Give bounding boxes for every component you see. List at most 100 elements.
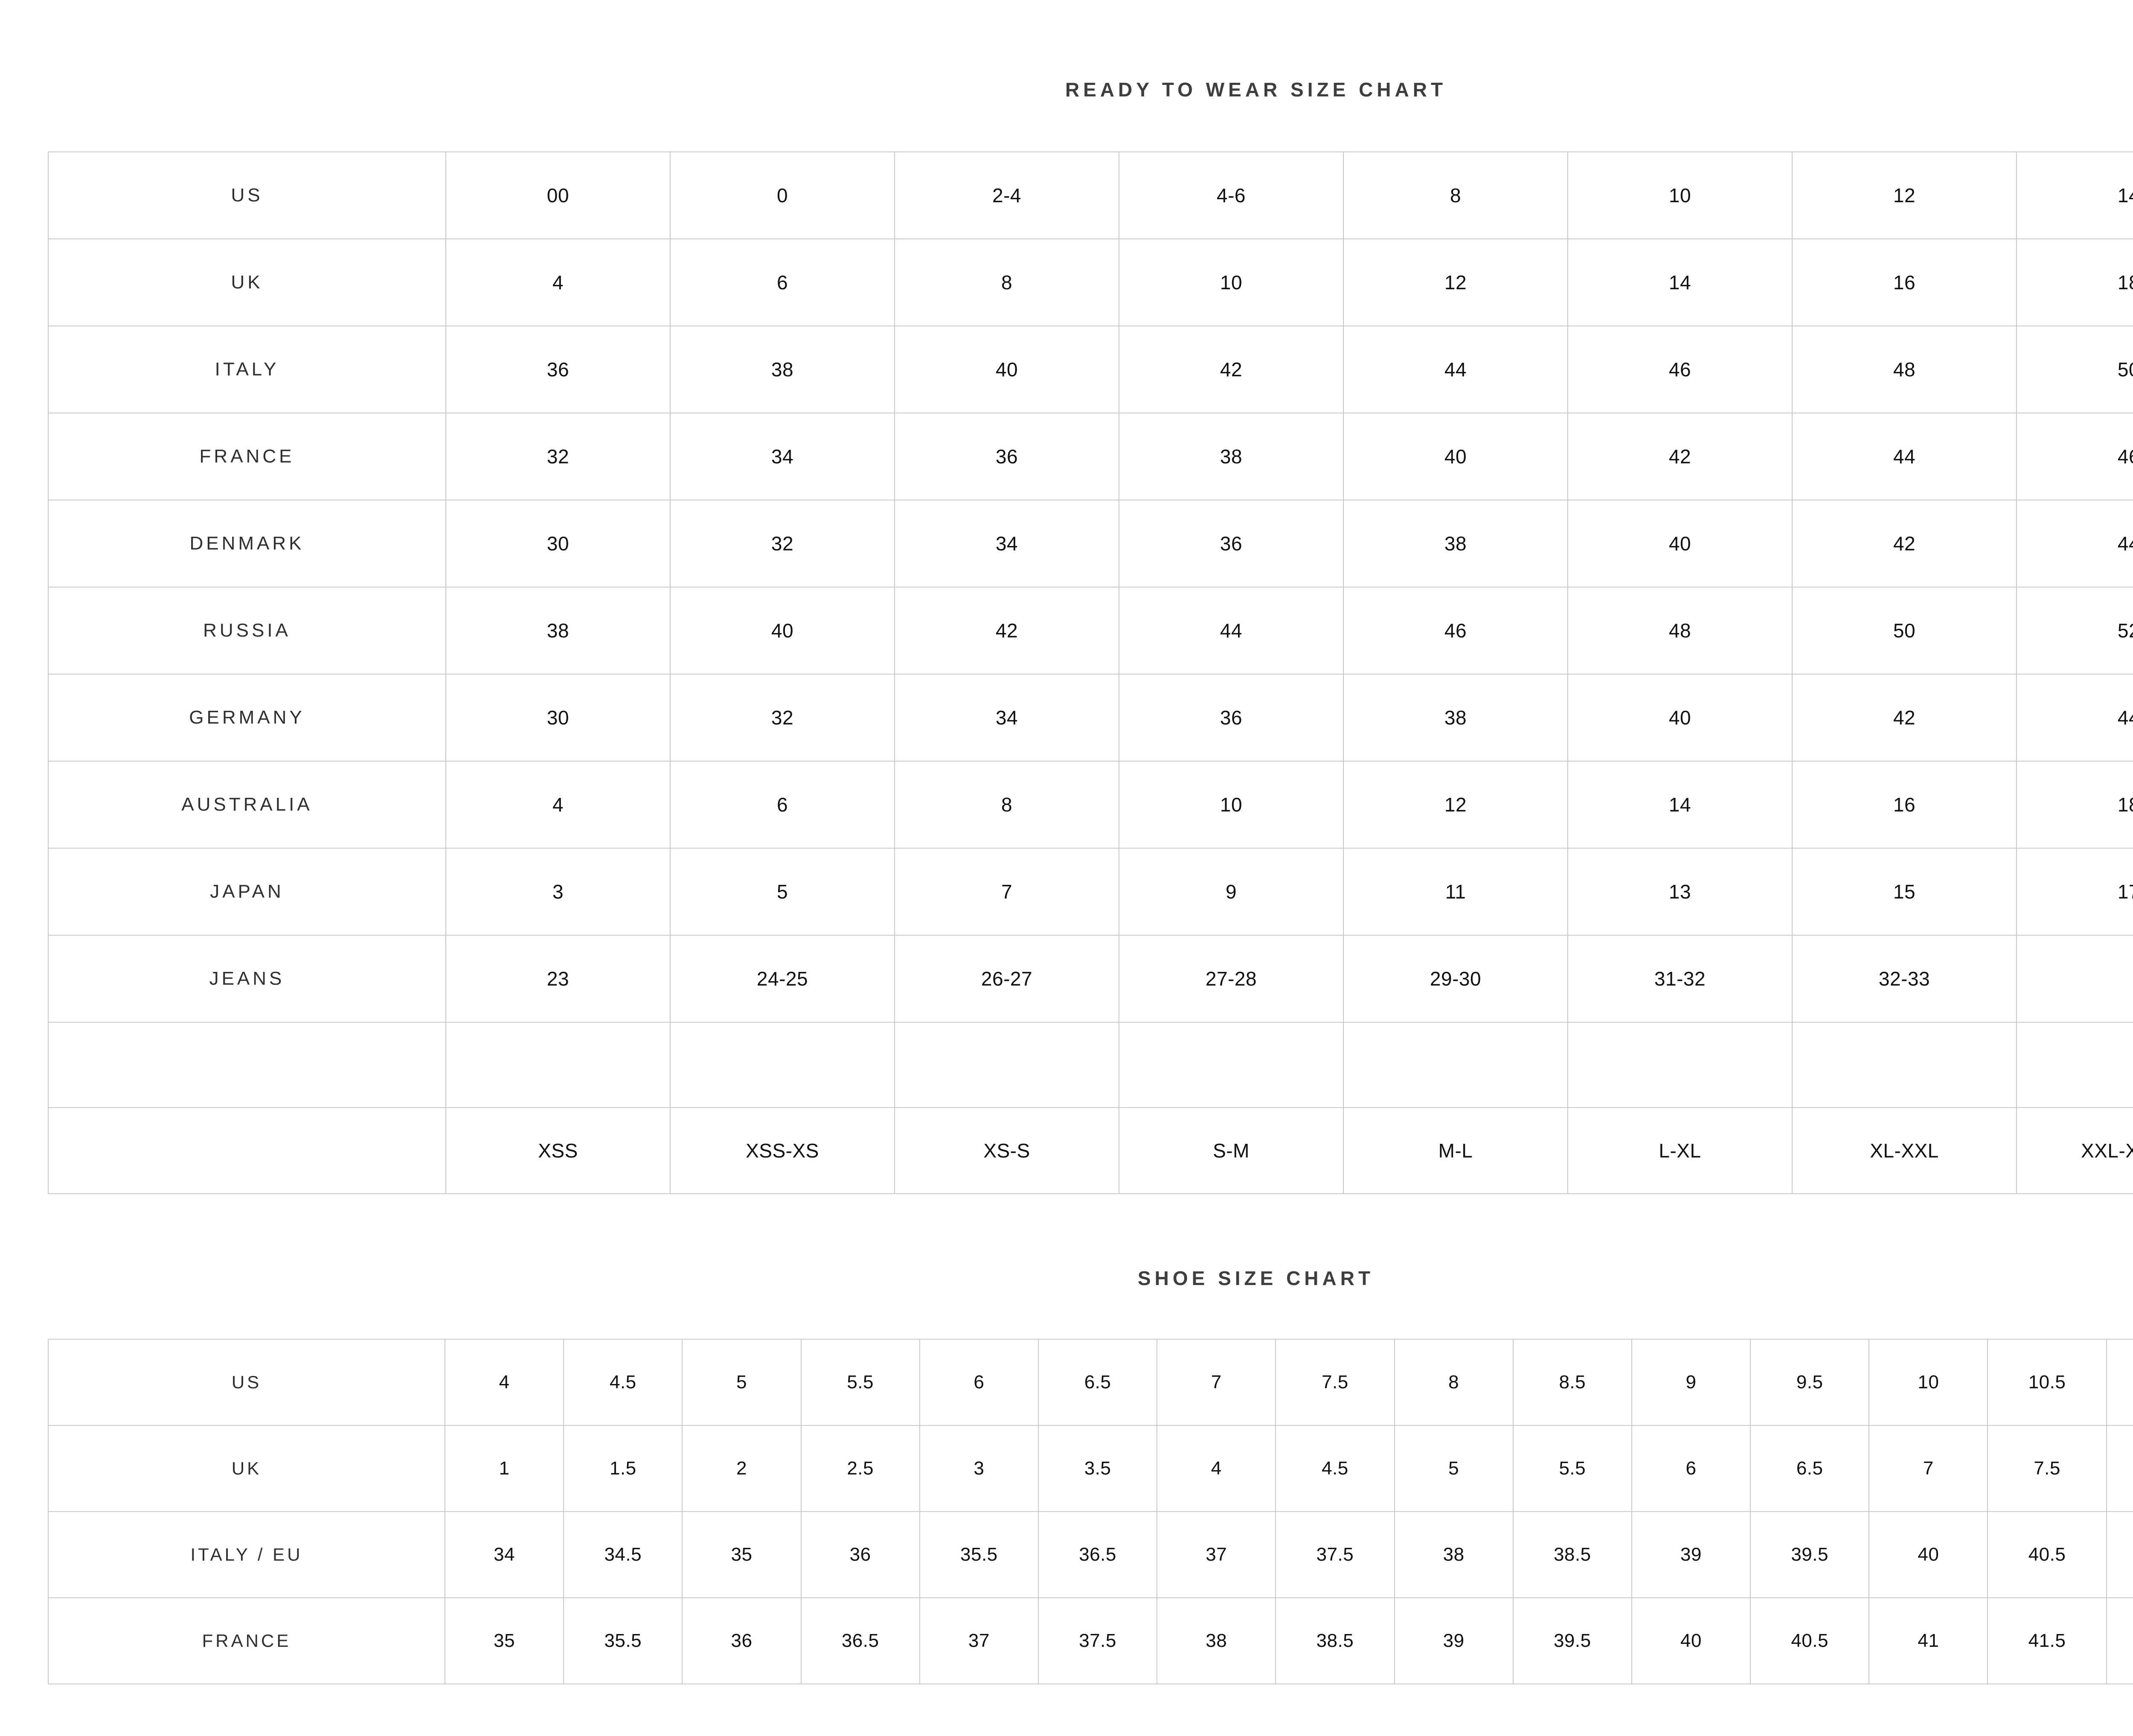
rtw-cell [1567, 1022, 1793, 1108]
rtw-cell: 46 [1567, 326, 1793, 413]
rtw-cell: 14 [1567, 238, 1793, 326]
rtw-cell: 42 [894, 587, 1119, 675]
shoe-cell: 4.5 [563, 1339, 683, 1426]
shoe-cell: 40.5 [1750, 1597, 1870, 1684]
shoe-row-label: UK [48, 1425, 445, 1512]
shoe-cell: 37.5 [1275, 1511, 1395, 1598]
rtw-cell: XSS-XS [670, 1107, 895, 1194]
rtw-cell: 8 [894, 238, 1119, 326]
shoe-cell: 2 [682, 1425, 802, 1512]
rtw-cell: 34 [894, 500, 1119, 587]
rtw-row-label: GERMANY [48, 674, 446, 762]
rtw-cell: 10 [1119, 761, 1344, 849]
rtw-cell: 36 [1119, 674, 1344, 762]
rtw-cell: 44 [1792, 413, 2017, 500]
rtw-row-label: FRANCE [48, 413, 446, 500]
shoe-size-title: SHOE SIZE CHART [1137, 1267, 1375, 1289]
rtw-cell: 34 [894, 674, 1119, 762]
shoe-row-label: US [48, 1339, 445, 1426]
rtw-cell: 0 [670, 151, 895, 239]
rtw-row-label: RUSSIA [48, 587, 446, 675]
rtw-cell: 36 [894, 413, 1119, 500]
shoe-cell: 36 [800, 1511, 920, 1598]
rtw-cell [1792, 1022, 2017, 1108]
table-row: RUSSIA384042444648505254 [48, 587, 2133, 675]
shoe-cell: 4 [1157, 1425, 1276, 1512]
rtw-cell: 34 [670, 413, 895, 500]
rtw-cell [445, 1022, 671, 1108]
table-row: ITALY / EU 34 34.5 35 36 35.5 36.5 37 37.5 38 38.5… [48, 1511, 2133, 1598]
rtw-cell: 40 [1343, 413, 1568, 500]
shoe-cell: 37.5 [1037, 1597, 1158, 1684]
shoe-cell: 41 [1869, 1597, 1988, 1684]
rtw-row-label: AUSTRALIA [48, 761, 446, 849]
rtw-cell: 50 [2016, 326, 2133, 413]
rtw-cell: 00 [445, 151, 671, 239]
shoe-cell: 40.5 [1987, 1511, 2107, 1598]
rtw-cell: 24-25 [670, 935, 895, 1023]
rtw-cell: 36 [1119, 500, 1344, 587]
rtw-cell: 15 [1792, 848, 2017, 936]
shoe-cell: 4 [444, 1339, 564, 1426]
shoe-row-label: FRANCE [48, 1597, 445, 1684]
shoe-cell: 7.5 [1275, 1339, 1395, 1426]
rtw-cell: 40 [1567, 500, 1793, 587]
rtw-cell: 7 [894, 848, 1119, 936]
rtw-cell: 52 [2016, 587, 2133, 675]
rtw-cell: 14 [1567, 761, 1793, 849]
rtw-cell: 32 [670, 500, 895, 587]
rtw-cell: 29-30 [1343, 935, 1568, 1023]
shoe-cell: 4.5 [1275, 1425, 1395, 1512]
rtw-row-label: JAPAN [48, 848, 446, 936]
rtw-cell: 18 [2016, 761, 2133, 849]
shoe-cell: 41 [2106, 1511, 2133, 1598]
shoe-cell: 39.5 [1750, 1511, 1870, 1598]
rtw-cell: 42 [1567, 413, 1793, 500]
rtw-cell: 26-27 [894, 935, 1119, 1023]
ready-to-wear-title: READY TO WEAR SIZE CHART [1065, 78, 1447, 101]
table-row: JEANS 23 24-25 26-27 27-28 29-30 31-32 32-33 [48, 935, 2133, 1023]
rtw-cell: 11 [1343, 848, 1568, 936]
rtw-cell: 38 [670, 326, 895, 413]
rtw-cell: 42 [1792, 674, 2017, 762]
rtw-cell: 4 [445, 238, 671, 326]
rtw-cell: 12 [1343, 238, 1568, 326]
rtw-cell: 16 [1792, 238, 2017, 326]
shoe-cell: 38 [1157, 1597, 1276, 1684]
table-row: FRANCE323436384042444648 [48, 413, 2133, 500]
shoe-cell: 5.5 [800, 1339, 920, 1426]
rtw-cell: XSS [445, 1107, 671, 1194]
rtw-cell: 42 [1792, 500, 2017, 587]
table-row: GERMANY303234363840424446 [48, 674, 2133, 762]
shoe-cell: 35 [444, 1597, 564, 1684]
rtw-cell [2016, 1022, 2133, 1108]
shoe-cell: 6.5 [1750, 1425, 1870, 1512]
shoe-cell: 10.5 [1987, 1339, 2107, 1426]
ready-to-wear-size-table: US0002-44-6810121416UK468101214161820ITA… [48, 151, 2133, 1194]
rtw-cell: 38 [1343, 674, 1568, 762]
rtw-cell: 38 [1343, 500, 1568, 587]
rtw-cell: 10 [1567, 151, 1793, 239]
rtw-cell: 6 [670, 761, 895, 849]
rtw-cell: 36 [445, 326, 671, 413]
rtw-cell: 12 [1792, 151, 2017, 239]
shoe-cell: 5 [1394, 1425, 1514, 1512]
rtw-cell: 48 [1792, 326, 2017, 413]
shoe-cell: 38 [1394, 1511, 1514, 1598]
shoe-cell: 8 [1394, 1339, 1514, 1426]
shoe-cell: 40 [1631, 1597, 1751, 1684]
shoe-cell: 8.5 [1512, 1339, 1632, 1426]
rtw-row-label: US [48, 151, 446, 239]
rtw-cell: 14 [2016, 151, 2133, 239]
rtw-cell [1119, 1022, 1344, 1108]
rtw-cell: XS-S [894, 1107, 1119, 1194]
rtw-cell: 9 [1119, 848, 1344, 936]
rtw-cell: 8 [894, 761, 1119, 849]
rtw-cell: 8 [1343, 151, 1568, 239]
shoe-cell: 34.5 [563, 1511, 683, 1598]
shoe-cell: 7 [1157, 1339, 1276, 1426]
shoe-cell: 38.5 [1275, 1597, 1395, 1684]
rtw-cell: S-M [1119, 1107, 1344, 1194]
rtw-row-label [48, 1022, 446, 1108]
